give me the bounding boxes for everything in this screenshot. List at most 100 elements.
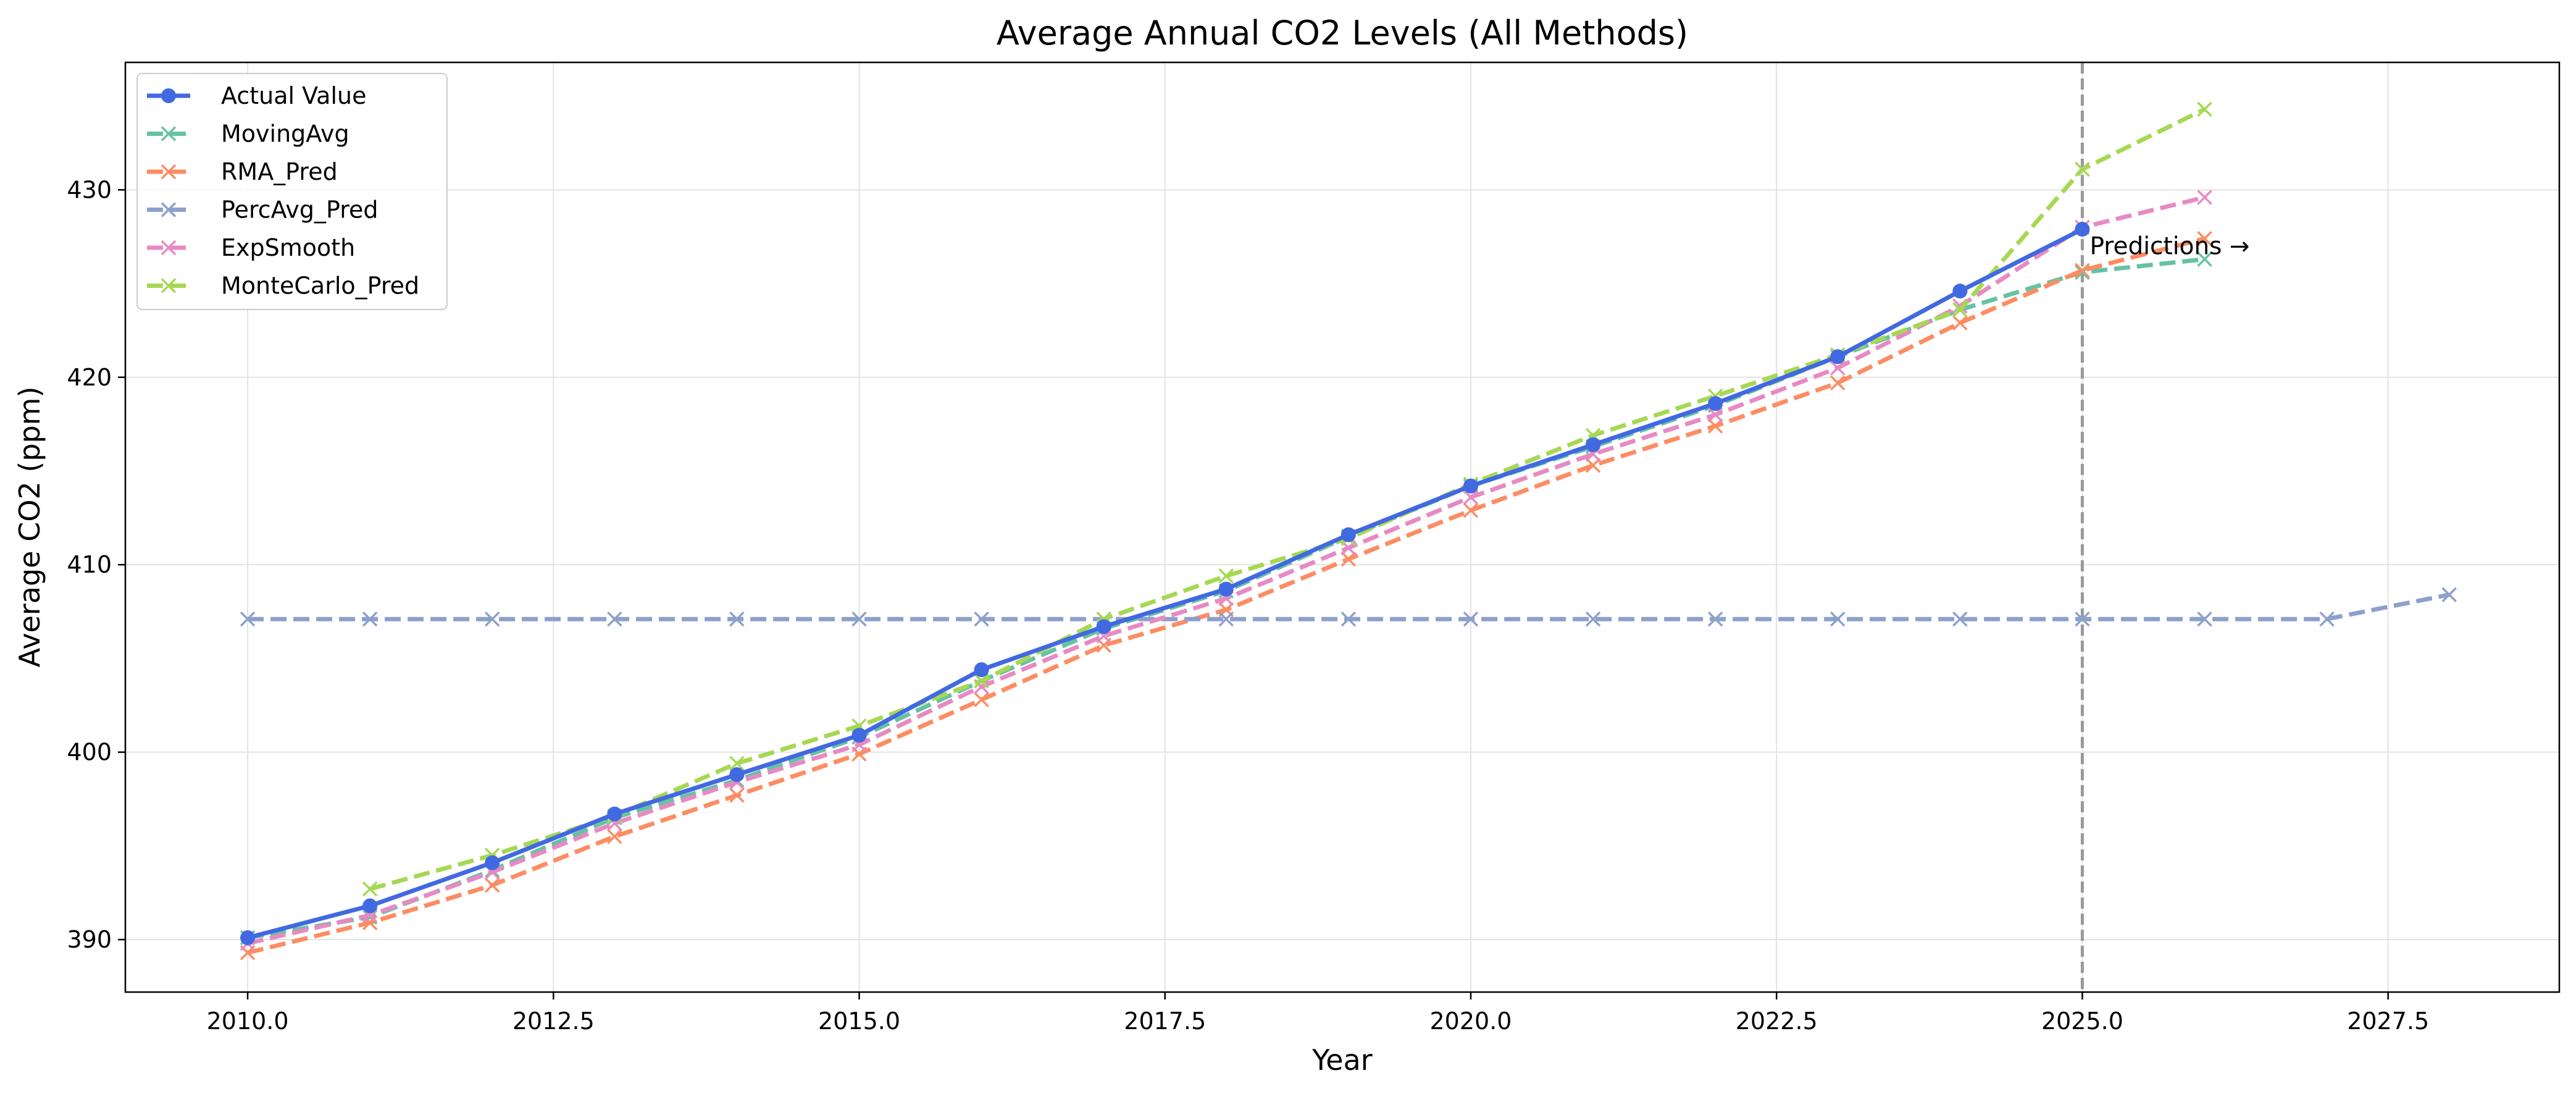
y-tick-label: 390	[67, 926, 112, 953]
data-point-montecarlo-pred	[1218, 568, 1234, 584]
legend-label: Actual Value	[221, 82, 366, 109]
data-point-rma-pred	[1340, 551, 1357, 567]
data-point-montecarlo-pred	[2075, 161, 2090, 177]
axis-ticks: 2010.0 2012.5 2015.0 2017.5 2020.0 2022.5 2025…	[67, 176, 2429, 1035]
data-point-actual-value	[1586, 437, 1601, 452]
legend-marker	[161, 88, 176, 103]
x-axis-label: Year	[1311, 1043, 1372, 1077]
series-line-montecarlo-pred	[369, 107, 2206, 891]
data-point-actual-value	[974, 662, 989, 678]
x-tick-label: 2027.5	[2347, 1008, 2429, 1035]
data-point-rma-pred	[729, 788, 745, 803]
legend-label: RMA_Pred	[221, 158, 338, 185]
data-point-actual-value	[607, 806, 622, 822]
data-point-montecarlo-pred	[2197, 101, 2212, 117]
x-tick-label: 2020.0	[1430, 1008, 1512, 1035]
legend-item: ExpSmooth	[147, 234, 355, 261]
data-point-percavg-pred	[1585, 611, 1601, 627]
legend-label: MovingAvg	[221, 120, 349, 148]
data-point-rma-pred	[607, 828, 622, 844]
x-tick-label: 2010.0	[207, 1008, 289, 1035]
legend-marker	[161, 240, 177, 256]
data-point-actual-value	[362, 898, 378, 914]
x-tick-label: 2022.5	[1736, 1008, 1818, 1035]
data-point-montecarlo-pred	[1952, 302, 1968, 318]
data-point-expsmooth	[1463, 489, 1479, 505]
data-point-montecarlo-pred	[974, 673, 989, 689]
legend-item: RMA_Pred	[147, 158, 338, 185]
series-actual-value	[240, 222, 2090, 946]
data-point-actual-value	[1096, 619, 1111, 634]
legend: Actual Value MovingAvg RMA_Pred PercAvg_Pre…	[136, 73, 448, 310]
data-point-expsmooth	[2197, 190, 2212, 205]
data-point-actual-value	[1830, 349, 1846, 364]
data-point-rma-pred	[1585, 458, 1601, 473]
data-point-percavg-pred	[2075, 611, 2090, 627]
series-group	[240, 101, 2457, 961]
data-point-montecarlo-pred	[362, 881, 378, 897]
x-tick-label: 2015.0	[818, 1008, 900, 1035]
y-axis-label: Average CO2 (ppm)	[13, 387, 46, 668]
data-point-actual-value	[240, 930, 256, 946]
data-point-percavg-pred	[2319, 611, 2335, 627]
y-tick-label: 420	[67, 364, 112, 391]
legend-marker	[161, 164, 177, 180]
data-point-actual-value	[2075, 222, 2090, 237]
data-point-rma-pred	[1952, 315, 1968, 331]
data-point-percavg-pred	[851, 611, 867, 627]
data-point-actual-value	[1952, 284, 1968, 299]
x-tick-label: 2017.5	[1124, 1008, 1206, 1035]
data-point-actual-value	[1463, 478, 1478, 494]
legend-item: Actual Value	[147, 82, 366, 109]
predictions-annotation: Predictions →	[2089, 232, 2249, 260]
x-tick-label: 2012.5	[512, 1008, 595, 1035]
data-point-rma-pred	[1463, 502, 1479, 518]
legend-label: MonteCarlo_Pred	[221, 272, 419, 300]
legend-label: ExpSmooth	[221, 234, 355, 261]
y-tick-label: 410	[67, 551, 112, 578]
data-point-expsmooth	[1707, 407, 1723, 423]
data-point-rma-pred	[485, 877, 500, 893]
data-point-percavg-pred	[1830, 611, 1846, 627]
data-point-percavg-pred	[1463, 611, 1479, 627]
legend-item: MovingAvg	[147, 120, 349, 148]
data-point-percavg-pred	[1952, 611, 1968, 627]
data-point-movingavg	[2197, 251, 2212, 267]
data-point-actual-value	[1340, 527, 1356, 542]
data-point-percavg-pred	[1707, 611, 1723, 627]
data-point-rma-pred	[1707, 418, 1723, 434]
data-point-percavg-pred	[2441, 587, 2457, 602]
plot-frame	[124, 61, 2561, 993]
data-point-montecarlo-pred	[729, 755, 745, 772]
data-point-rma-pred	[2075, 263, 2090, 279]
data-point-percavg-pred	[729, 611, 745, 627]
data-point-percavg-pred	[1340, 611, 1357, 627]
data-point-percavg-pred	[362, 611, 378, 627]
data-point-rma-pred	[2197, 230, 2212, 246]
series-line-actual-value	[247, 227, 2083, 940]
legend-marker	[161, 278, 177, 293]
data-point-actual-value	[1708, 396, 1723, 411]
data-point-percavg-pred	[485, 611, 500, 627]
y-tick-label: 400	[67, 739, 112, 766]
data-point-actual-value	[485, 855, 500, 870]
data-point-percavg-pred	[607, 611, 622, 627]
data-point-percavg-pred	[974, 611, 989, 627]
legend-item: MonteCarlo_Pred	[147, 272, 419, 300]
data-point-rma-pred	[974, 692, 989, 707]
legend-item: PercAvg_Pred	[147, 196, 378, 224]
data-point-actual-value	[1218, 581, 1234, 597]
legend-marker	[161, 202, 177, 217]
data-point-actual-value	[851, 728, 867, 743]
data-point-expsmooth	[1830, 360, 1846, 376]
data-point-percavg-pred	[2197, 611, 2212, 627]
legend-box	[136, 73, 448, 310]
data-point-rma-pred	[1830, 375, 1846, 391]
y-tick-label: 430	[67, 176, 112, 203]
data-point-percavg-pred	[240, 611, 256, 627]
data-point-actual-value	[729, 767, 745, 783]
legend-label: PercAvg_Pred	[221, 196, 378, 224]
data-point-percavg-pred	[1218, 611, 1234, 627]
chart-title: Average Annual CO2 Levels (All Methods)	[997, 14, 1688, 53]
